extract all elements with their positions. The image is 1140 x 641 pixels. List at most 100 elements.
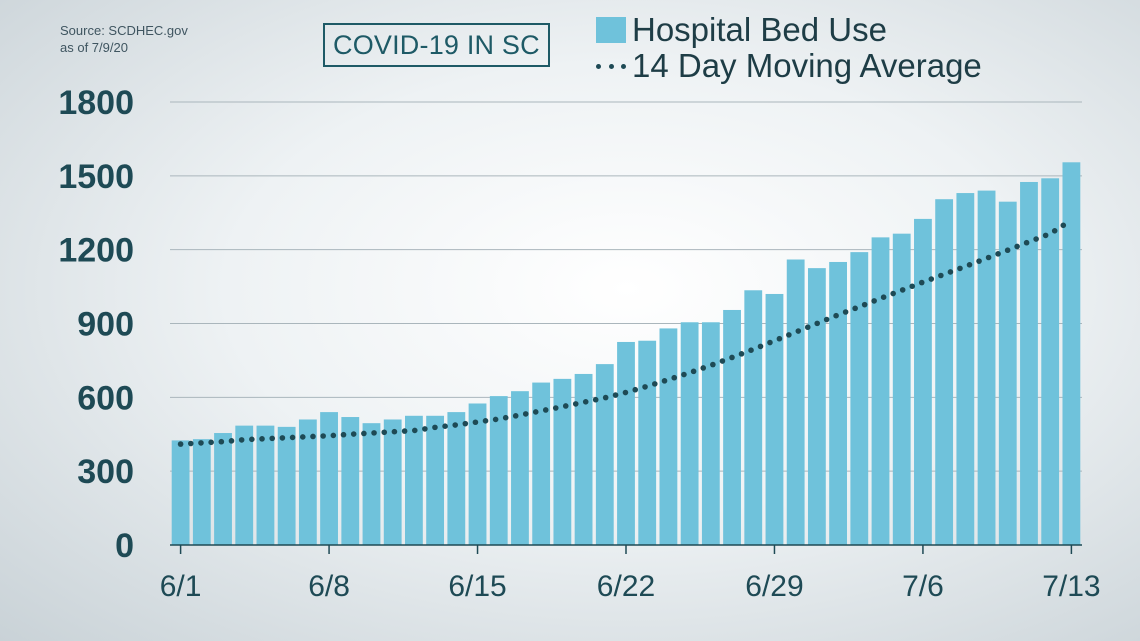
average-dot — [1023, 239, 1030, 246]
average-dot — [602, 394, 609, 401]
average-dot — [391, 428, 398, 435]
average-dot — [512, 413, 519, 419]
average-dot — [371, 430, 377, 436]
average-dot — [422, 426, 428, 432]
average-dot — [632, 386, 639, 393]
average-dot — [218, 438, 225, 445]
x-tick-label: 7/6 — [902, 570, 944, 603]
average-dot — [833, 312, 839, 319]
bar — [744, 290, 763, 545]
bar — [235, 425, 254, 545]
average-dot — [738, 351, 745, 357]
average-dot — [690, 368, 697, 375]
average-dot — [995, 251, 1001, 257]
average-dot — [842, 309, 849, 315]
bar — [1020, 181, 1038, 545]
average-dot — [361, 430, 367, 437]
bar — [956, 193, 975, 546]
x-tick-label: 7/13 — [1042, 570, 1100, 603]
average-dot — [786, 332, 792, 338]
average-dot — [462, 420, 469, 427]
legend-item-bed-use: Hospital Bed Use — [596, 11, 982, 48]
average-dot — [442, 423, 448, 430]
as-of-line: as of 7/9/20 — [60, 40, 128, 55]
bar — [277, 426, 296, 545]
average-dot — [671, 374, 678, 381]
bar — [553, 378, 572, 545]
moving-average-line — [177, 222, 1067, 447]
average-dot — [249, 436, 255, 443]
bar — [807, 268, 826, 545]
average-dot — [279, 435, 286, 441]
average-dot — [957, 265, 963, 272]
average-dot — [880, 294, 887, 301]
bar — [977, 190, 996, 545]
average-dot — [542, 407, 549, 413]
bar — [1062, 162, 1081, 545]
average-dot — [452, 422, 459, 428]
source-note: Source: SCDHEC.gov as of 7/9/20 — [60, 22, 188, 56]
bar — [892, 233, 911, 546]
average-dot — [552, 405, 559, 411]
legend: Hospital Bed Use 14 Day Moving Average — [596, 11, 982, 84]
bar — [214, 433, 232, 545]
x-tick-label: 6/1 — [160, 570, 202, 603]
average-dot — [976, 258, 982, 264]
y-tick-label: 1500 — [58, 158, 134, 196]
bar — [320, 412, 338, 545]
average-dot — [700, 365, 707, 371]
bar — [701, 322, 720, 545]
average-dot — [729, 354, 735, 361]
bar — [935, 199, 954, 546]
bar — [829, 261, 848, 545]
average-dot — [947, 269, 954, 275]
average-dot — [177, 441, 184, 447]
bar — [341, 417, 360, 545]
average-dot — [1042, 232, 1049, 239]
average-dot — [661, 378, 668, 384]
source-line: Source: SCDHEC.gov — [60, 23, 188, 38]
legend-item-moving-average: 14 Day Moving Average — [596, 47, 982, 84]
average-dot — [719, 358, 726, 364]
bar — [850, 252, 869, 545]
x-tick-label: 6/15 — [448, 570, 506, 603]
average-dot — [651, 381, 658, 387]
y-tick-label: 900 — [77, 306, 134, 344]
x-tick-label: 6/29 — [745, 570, 803, 603]
average-dot — [269, 435, 276, 442]
average-dot — [622, 389, 629, 396]
average-dot — [776, 335, 783, 342]
legend-label-bed-use: Hospital Bed Use — [632, 11, 887, 48]
y-tick-label: 1200 — [58, 232, 134, 270]
average-dot — [299, 434, 306, 440]
bar — [256, 425, 275, 545]
bar-swatch-icon — [596, 17, 626, 43]
average-dot — [381, 429, 388, 436]
average-dot — [966, 262, 973, 268]
average-dot — [492, 416, 499, 423]
bar — [468, 403, 487, 545]
average-dot — [1060, 222, 1067, 229]
x-tick-label: 6/22 — [597, 570, 655, 603]
average-dot — [502, 414, 509, 421]
average-dot — [1014, 243, 1020, 250]
average-dot — [432, 424, 438, 431]
average-dot — [320, 433, 326, 439]
bar — [786, 259, 805, 545]
average-dot — [804, 324, 811, 331]
average-dot — [890, 290, 896, 297]
average-dot — [852, 305, 858, 312]
average-dot — [1033, 236, 1039, 242]
average-dot — [238, 437, 245, 443]
average-dot — [259, 436, 265, 442]
bar — [404, 415, 423, 545]
bar — [171, 440, 190, 545]
average-dot — [612, 392, 619, 398]
average-dot — [289, 434, 296, 441]
bar — [659, 328, 678, 545]
average-dot — [340, 431, 347, 438]
bar — [914, 218, 932, 545]
bar — [574, 373, 593, 545]
average-dot — [330, 432, 337, 439]
average-dot — [985, 254, 992, 261]
